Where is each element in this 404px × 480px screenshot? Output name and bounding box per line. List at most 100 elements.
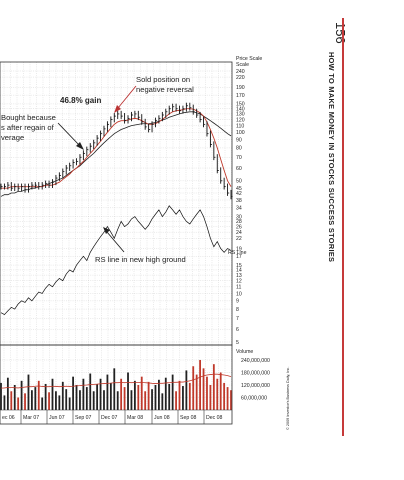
price-scale-label-2: Scale [236, 62, 249, 68]
price-tick-label: 70 [236, 155, 242, 161]
price-tick-label: 240 [236, 69, 245, 75]
volume-bar [161, 393, 164, 410]
bought-arrow [57, 122, 81, 147]
volume-bar [99, 378, 102, 410]
volume-bar [182, 386, 184, 410]
volume-label: Volume [236, 349, 253, 355]
volume-bar [178, 380, 181, 410]
price-tick-label: 220 [236, 75, 245, 81]
volume-bar [137, 385, 140, 410]
volume-bar [30, 390, 33, 410]
price-tick-label: 100 [236, 130, 245, 136]
month-label: Jun 07 [49, 415, 65, 421]
bought-annotation-line3: verage [1, 133, 24, 142]
volume-bar [164, 377, 167, 410]
price-bars [0, 102, 233, 200]
price-tick-label: 17 [236, 254, 242, 260]
volume-bar [158, 379, 160, 410]
volume-bar [130, 390, 133, 410]
price-panel-frame [0, 61, 233, 346]
volume-tick-label: 120,000,000 [241, 383, 270, 389]
volume-bar [109, 382, 112, 410]
volume-bar [72, 376, 74, 410]
volume-bar [219, 372, 222, 410]
price-tick-label: 13 [236, 273, 242, 279]
sold-annotation-line2: negative reversal [136, 85, 194, 94]
price-scale-label: Price Scale [236, 56, 262, 62]
volume-bar [154, 385, 157, 410]
price-tick-label: 6 [236, 327, 239, 333]
month-label: Dec 07 [101, 415, 118, 421]
price-tick-label: 140 [236, 107, 245, 113]
price-tick-label: 26 [236, 224, 242, 230]
volume-bar [24, 393, 26, 410]
volume-bar [195, 374, 198, 410]
volume-bar [82, 378, 85, 410]
volume-bar [75, 385, 78, 410]
volume-bar [0, 382, 2, 410]
price-tick-label: 8 [236, 307, 239, 313]
volume-bar [96, 383, 99, 410]
volume-bar [188, 382, 191, 410]
volume-bar [123, 387, 126, 410]
month-labels: ec 06 Mar 07 Jun 07 Sep 07 Dec 07 Mar 08 Jun 0… [2, 410, 223, 424]
bought-annotation-line1: Bought because [1, 113, 56, 122]
volume-bar [10, 391, 13, 410]
volume-bar [199, 360, 202, 410]
volume-bar [27, 374, 30, 410]
month-label: Sep 07 [75, 415, 92, 421]
volume-bar [127, 372, 129, 410]
page-number: 156 [333, 22, 348, 44]
month-label: Mar 07 [23, 415, 39, 421]
volume-bar [79, 390, 81, 410]
volume-bars [0, 360, 232, 410]
volume-bar [3, 395, 6, 410]
volume-bar [61, 381, 64, 410]
volume-tick-label: 180,000,000 [241, 370, 270, 376]
price-tick-label: 34 [236, 206, 242, 212]
rs-arrow-head [103, 227, 110, 234]
price-tick-label: 80 [236, 146, 242, 152]
price-tick-label: 19 [236, 246, 242, 252]
volume-bar [68, 397, 71, 410]
rs-arrow [106, 231, 125, 253]
price-tick-label: 50 [236, 179, 242, 185]
gain-annotation: 46.8% gain [60, 96, 101, 105]
volume-bar [212, 364, 215, 410]
volume-bar [106, 374, 109, 410]
volume-panel-frame [0, 344, 233, 425]
volume-bar [34, 387, 37, 410]
copyright-text: © 2009 Investor's Business Daily, Inc. [286, 367, 290, 430]
volume-tick-labels: 240,000,000 180,000,000 120,000,000 60,000,… [241, 358, 270, 402]
price-tick-label: 38 [236, 198, 242, 204]
volume-bar [103, 390, 105, 410]
price-tick-label: 9 [236, 299, 239, 305]
book-title: HOW TO MAKE MONEY IN STOCKS SUCCESS STOR… [327, 52, 336, 263]
price-tick-label: 24 [236, 230, 242, 236]
volume-bar [65, 389, 68, 410]
volume-bar [168, 383, 171, 410]
volume-bar [51, 378, 54, 410]
month-label: ec 06 [2, 415, 15, 421]
volume-bar [92, 391, 95, 410]
volume-bar [6, 377, 9, 410]
volume-moving-average [0, 373, 232, 389]
price-tick-label: 190 [236, 85, 245, 91]
month-label: Sep 08 [180, 415, 197, 421]
price-tick-label: 28 [236, 219, 242, 225]
volume-bar [175, 391, 177, 410]
price-tick-label: 110 [236, 123, 244, 129]
price-tick-label: 15 [236, 263, 242, 269]
price-tick-label: 30 [236, 214, 242, 220]
price-tick-label: 170 [236, 93, 245, 99]
margin-rule [342, 18, 344, 436]
volume-bar [55, 391, 57, 410]
sold-arrow [117, 85, 137, 109]
volume-bar [58, 395, 61, 410]
volume-bar [133, 380, 136, 410]
volume-bar [202, 368, 205, 410]
sold-arrow-head [114, 105, 121, 113]
volume-bar [171, 374, 174, 410]
price-tick-label: 42 [236, 191, 242, 197]
price-tick-label: 22 [236, 236, 242, 242]
